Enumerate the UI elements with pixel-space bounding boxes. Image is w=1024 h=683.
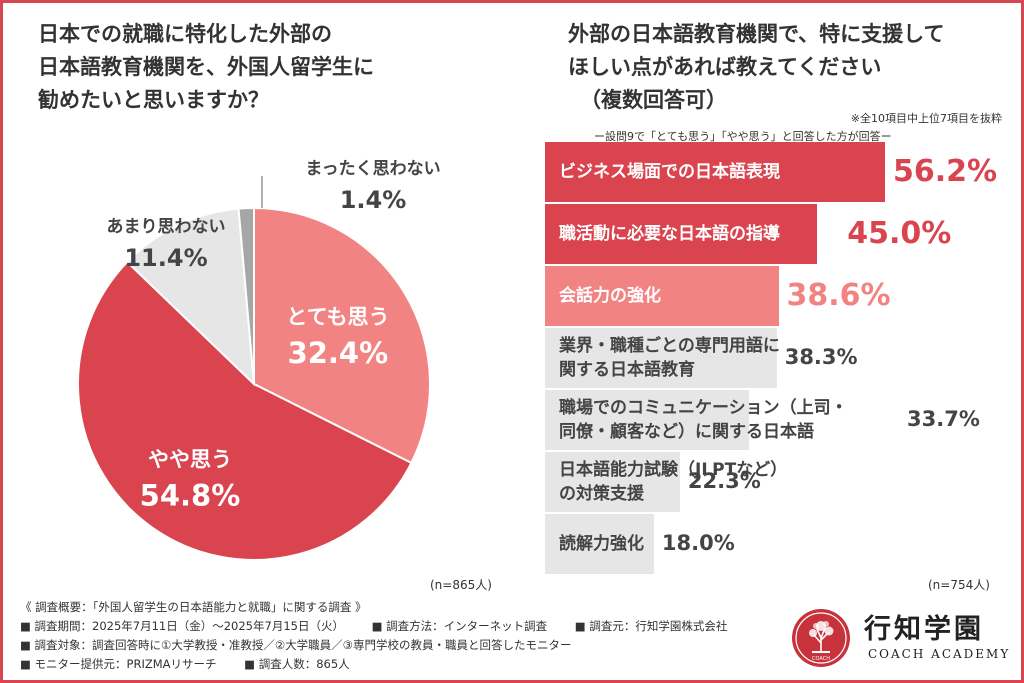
bar-label-5: 職場でのコミュニケーション（上司・ 同僚・顧客など）に関する日本語 (559, 396, 848, 444)
bar-3 (545, 266, 779, 326)
bar-label-1: ビジネス場面での日本語表現 (559, 160, 780, 184)
bar-title-line-3: （複数回答可） (580, 88, 727, 112)
survey-period: ■ 調査期間：2025年7月11日（金）〜2025年7月15日（火） (20, 619, 344, 633)
survey-footer: 《 調査概要：「外国人留学生の日本語能力と就職」に関する調査 》 ■ 調査期間：… (20, 598, 727, 674)
pie-slice-3 (125, 207, 256, 387)
bar-value-4: 38.3% (784, 345, 858, 370)
pie-slice-label-1: とても思う (286, 305, 389, 329)
bar-value-6: 22.3% (687, 469, 761, 494)
logo-name: 行知学園 (864, 614, 984, 645)
bar-2 (545, 204, 818, 264)
survey-count: ■ 調査人数：865人 (244, 657, 350, 671)
bar-6 (545, 452, 680, 512)
pie-title-line-3: 勧めたいと思いますか？ (38, 88, 269, 112)
pie-slice-value-3: 11.4% (124, 244, 207, 272)
bar-label-7: 読解力強化 (559, 532, 644, 556)
bar-chart-title: 外部の日本語教育機関で、特に支援して ほしい点があれば教えてください （複数回答… (568, 18, 1008, 117)
survey-organizer: ■ 調査元：行知学園株式会社 (574, 619, 728, 633)
bar-label-line: 日本語能力試験（JLPTなど） (559, 460, 788, 480)
pie-slice-label-2: やや思う (148, 448, 232, 472)
bar-label-line: 関する日本語教育 (559, 360, 695, 380)
bar-value-7: 18.0% (661, 531, 735, 556)
pie-sample-size: (n=865人) (430, 578, 492, 592)
logo-subtitle: COACH ACADEMY (868, 647, 1011, 661)
tree-emblem-icon: COACH (792, 609, 850, 667)
pie-slice-2 (77, 260, 413, 561)
bar-value-5: 33.7% (907, 407, 980, 432)
emblem-text: COACH (812, 656, 830, 662)
bar-value-2: 45.0% (847, 216, 952, 251)
bar-label-line: 業界・職種ごとの専門用語に (559, 336, 780, 356)
bar-label-line: 会話力の強化 (559, 286, 661, 306)
pie-slice-label-3: あまり思わない (107, 217, 226, 237)
respondent-note: ー設問9で「とても思う」「やや思う」と回答した方が回答ー (594, 130, 892, 143)
bar-title-line-1: 外部の日本語教育機関で、特に支援して (568, 22, 945, 46)
extract-note: ※全10項目中上位7項目を抜粋 (850, 112, 1002, 125)
bar-sample-size: (n=754人) (928, 578, 990, 592)
survey-method: ■ 調査方法：インターネット調査 (371, 619, 548, 633)
bar-label-line: 職場でのコミュニケーション（上司・ (559, 398, 848, 418)
bar-5 (545, 390, 749, 450)
pie-chart: とても思う 32.4% やや思う 54.8% あまり思わない 11.4% まったく思わない 1… (77, 159, 441, 561)
pie-slice-value-2: 54.8% (140, 479, 241, 513)
pie-chart-title: 日本での就職に特化した外部の 日本語教育機関を、外国人留学生に 勧めたいと思いま… (38, 18, 478, 117)
pie-slice-value-4: 1.4% (340, 186, 407, 214)
survey-target: ■ 調査対象：調査回答時に①大学教授・准教授／②大学職員／③専門学校の教員・職員… (20, 638, 572, 652)
bar-label-line: 読解力強化 (559, 534, 644, 554)
bar-value-1: 56.2% (893, 154, 998, 189)
bar-label-4: 業界・職種ごとの専門用語に 関する日本語教育 (559, 334, 780, 382)
pie-slice-label-4: まったく思わない (305, 159, 440, 179)
bar-label-2: 職活動に必要な日本語の指導 (559, 222, 780, 246)
pie-slice-1 (253, 206, 431, 465)
bar-7 (545, 514, 654, 574)
pie-title-line-1: 日本での就職に特化した外部の (38, 22, 332, 46)
pie-slice-value-1: 32.4% (288, 336, 389, 370)
bar-4 (545, 328, 777, 388)
survey-overview: 《 調査概要：「外国人留学生の日本語能力と就職」に関する調査 》 (20, 600, 367, 614)
bar-label-line: の対策支援 (559, 484, 644, 504)
bar-label-3: 会話力の強化 (559, 284, 661, 308)
bar-label-line: 同僚・顧客など）に関する日本語 (559, 422, 814, 442)
bar-label-6: 日本語能力試験（JLPTなど） の対策支援 (559, 458, 787, 506)
pie-slice-4 (237, 206, 255, 385)
bar-1 (545, 142, 885, 202)
bar-label-line: 職活動に必要な日本語の指導 (559, 224, 780, 244)
survey-provider: ■ モニター提供元：PRIZMAリサーチ (20, 657, 217, 671)
bar-value-3: 38.6% (786, 278, 891, 313)
bar-title-line-2: ほしい点があれば教えてください (568, 55, 882, 79)
bar-label-line: ビジネス場面での日本語表現 (559, 162, 780, 182)
pie-title-line-2: 日本語教育機関を、外国人留学生に (38, 55, 374, 79)
